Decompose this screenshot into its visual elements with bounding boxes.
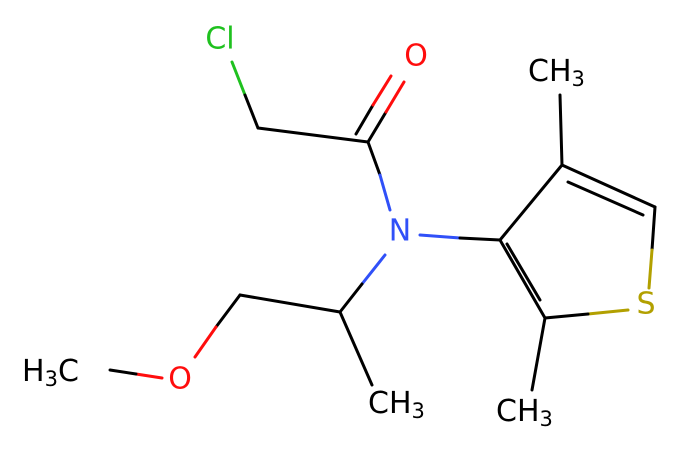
bond: [243, 93, 260, 130]
bond: [498, 238, 547, 320]
bond: [360, 253, 387, 286]
bond: [543, 312, 590, 320]
bond: [384, 80, 406, 114]
bond: [238, 293, 342, 314]
atom-label: N: [389, 214, 411, 249]
bond: [214, 293, 242, 329]
bond: [256, 126, 370, 144]
bond: [338, 282, 364, 314]
label-main: C: [58, 354, 79, 389]
bond: [558, 93, 564, 167]
atom-label: S: [636, 287, 655, 322]
label-main: CH: [528, 54, 572, 89]
bond: [498, 163, 564, 242]
label-subscript: 3: [45, 367, 58, 391]
bond: [354, 103, 375, 136]
bond: [530, 316, 547, 392]
bond: [458, 236, 502, 242]
atom-labels: Cl O N S O CH3 CH3 CH3 H3C: [22, 22, 656, 432]
atom-label: O: [404, 39, 428, 74]
label-main: CH: [368, 386, 412, 421]
bond: [134, 372, 164, 380]
bond: [108, 368, 138, 376]
label-subscript: 3: [412, 399, 425, 423]
bond: [230, 60, 247, 97]
atom-label: CH3: [496, 394, 553, 432]
bond: [366, 140, 382, 177]
bond: [338, 310, 374, 387]
bond: [378, 173, 392, 212]
bond: [505, 242, 542, 302]
atom-label: Cl: [205, 22, 234, 57]
bond: [193, 325, 218, 359]
bond: [566, 180, 645, 217]
bonds: [108, 60, 657, 392]
bond: [647, 248, 654, 290]
atom-label: CH3: [368, 386, 425, 424]
bond: [586, 308, 630, 316]
label-subscript: 3: [540, 407, 553, 431]
bond: [366, 110, 388, 144]
bond: [650, 205, 657, 252]
atom-label: CH3: [528, 54, 585, 92]
bond: [371, 74, 393, 107]
atom-label: H3C: [22, 354, 79, 392]
atom-label: O: [168, 362, 192, 397]
bond: [560, 163, 657, 209]
label-subscript: 3: [572, 67, 585, 91]
label-main: CH: [496, 394, 540, 429]
bond: [418, 233, 462, 240]
label-main: H: [22, 354, 45, 389]
